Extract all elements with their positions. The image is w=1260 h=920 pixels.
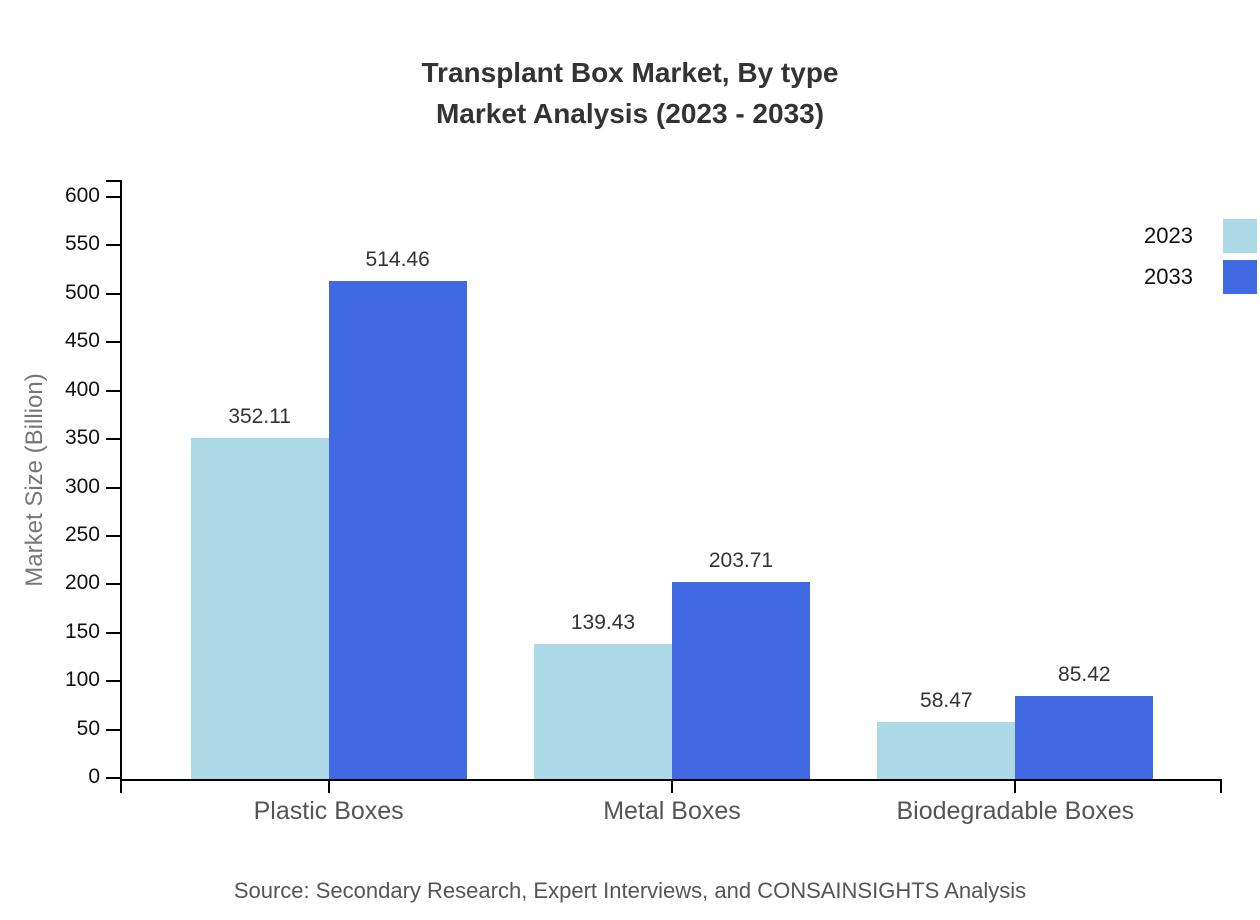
y-tick-mark	[106, 438, 120, 441]
y-tick-mark	[106, 486, 120, 489]
legend-swatch-2023	[1223, 219, 1257, 253]
y-tick-label: 600	[64, 184, 100, 207]
chart-title-line1: Transplant Box Market, By type	[421, 57, 839, 88]
x-tick-mark	[671, 779, 673, 793]
chart-title-line2: Market Analysis (2023 - 2033)	[435, 98, 825, 129]
y-tick-label: 200	[64, 571, 100, 595]
bar-2033-1	[672, 581, 810, 779]
legend-row-2023: 2023	[1144, 219, 1257, 253]
legend-label-2023: 2023	[1144, 223, 1193, 248]
bar-2023-0	[190, 438, 329, 779]
legend-row-2033: 2033	[1144, 260, 1257, 294]
y-tick-label: 550	[64, 232, 100, 256]
bar-value-label: 58.47	[920, 689, 973, 713]
category-label: Biodegradable Boxes	[896, 797, 1135, 825]
y-tick-mark	[106, 341, 120, 344]
plot-area: 0 50 100 150 200 250 300 350 400 450 500 550 600 Plas…	[65, 180, 1222, 825]
legend-label-2033: 2033	[1144, 264, 1193, 289]
legend-swatch-2033	[1223, 260, 1257, 294]
y-axis-top-cap	[106, 180, 120, 182]
y-tick-label: 250	[64, 522, 100, 546]
y-tick-label: 350	[64, 426, 100, 450]
bar-value-label: 352.11	[228, 405, 291, 429]
y-tick-label: 0	[88, 765, 100, 788]
legend: 2023 2033	[1144, 219, 1257, 301]
bar-2023-1	[534, 644, 672, 779]
bar-value-label: 139.43	[570, 610, 636, 634]
chart-title: Transplant Box Market, By type Market An…	[0, 52, 1260, 134]
y-axis-bottom-stub	[120, 779, 122, 793]
y-tick-mark	[106, 534, 120, 537]
y-tick-mark	[106, 680, 120, 683]
bar-value-label: 203.71	[708, 548, 774, 572]
y-tick-mark	[106, 244, 120, 247]
y-tick-label: 300	[64, 474, 100, 498]
y-tick-mark	[106, 631, 120, 634]
bar-value-label: 85.42	[1058, 663, 1111, 687]
y-tick-label: 500	[64, 280, 100, 304]
y-tick-mark	[106, 777, 120, 779]
x-tick-mark	[327, 779, 330, 793]
y-tick-label: 100	[64, 668, 100, 692]
y-tick-label: 400	[64, 377, 100, 401]
x-axis-right-cap	[1220, 779, 1222, 793]
y-tick-label: 450	[64, 329, 100, 353]
x-tick-mark	[1014, 779, 1017, 793]
bar-2033-2	[1015, 696, 1154, 779]
y-tick-mark	[106, 389, 120, 392]
bar-value-label: 514.46	[365, 247, 430, 271]
y-tick-mark	[106, 196, 120, 198]
y-tick-mark	[106, 583, 120, 586]
y-tick-mark	[106, 728, 120, 731]
y-tick-mark	[106, 292, 120, 295]
bar-2023-2	[877, 722, 1016, 779]
bar-2033-0	[328, 280, 467, 779]
y-tick-label: 150	[64, 619, 100, 643]
y-tick-label: 50	[76, 716, 100, 740]
source-note: Source: Secondary Research, Expert Inter…	[233, 878, 1027, 903]
category-label: Metal Boxes	[603, 797, 741, 825]
category-label: Plastic Boxes	[253, 797, 404, 825]
